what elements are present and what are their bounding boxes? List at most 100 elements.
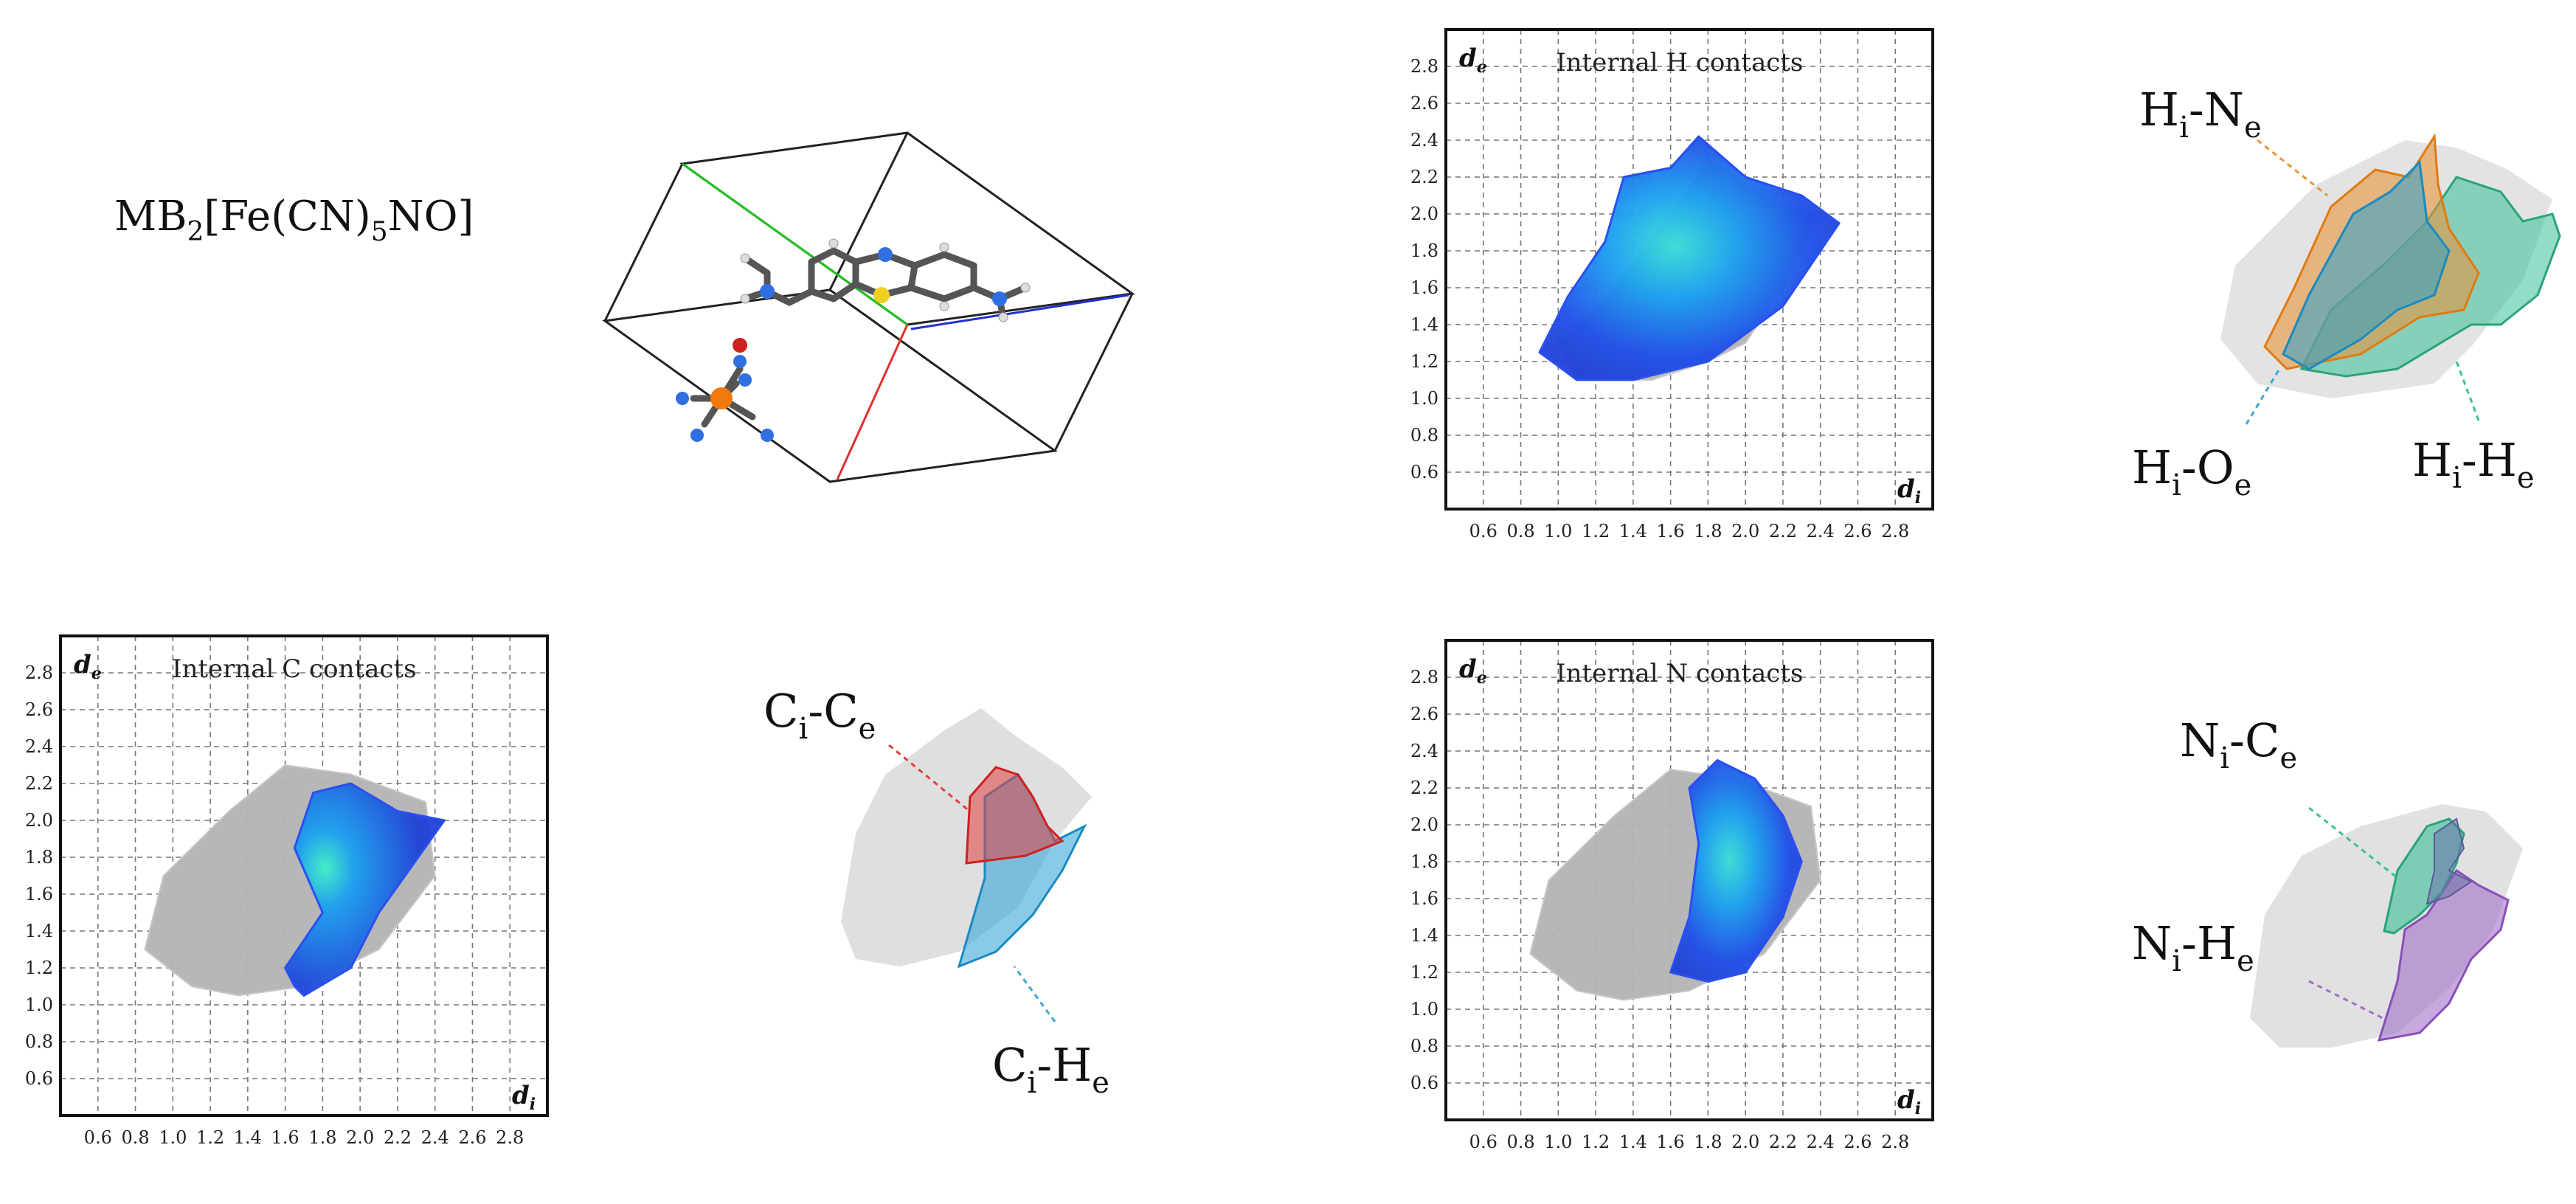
y-tick-label: 0.8 bbox=[25, 1031, 53, 1052]
compound-formula: MB2[Fe(CN)5NO] bbox=[114, 193, 474, 247]
y-tick-label: 2.4 bbox=[1410, 741, 1438, 761]
x-tick-label: 2.0 bbox=[346, 1127, 374, 1148]
plot-frame bbox=[59, 634, 549, 1117]
y-tick-label: 2.8 bbox=[25, 662, 53, 683]
x-tick-label: 0.6 bbox=[1469, 1132, 1498, 1152]
y-tick-label: 0.6 bbox=[25, 1068, 53, 1089]
fingerprint-plot-h: 0.6 0.8 1.0 1.2 1.4 1.6 1.8 2.0 2.2 2.4 2.6 2.8 2.8 2… bbox=[1410, 28, 1934, 542]
y-tick-label: 0.8 bbox=[1410, 425, 1438, 446]
x-tick-label: 1.8 bbox=[1694, 521, 1722, 542]
x-tick-label: 2.4 bbox=[1807, 1132, 1835, 1152]
c-gray-backdrop bbox=[841, 708, 1092, 966]
x-tick-label: 2.4 bbox=[1807, 521, 1835, 542]
y-tick-label: 2.0 bbox=[1410, 204, 1438, 224]
y-tick-label: 1.0 bbox=[1410, 388, 1438, 409]
y-tick-label: 1.8 bbox=[25, 847, 53, 868]
y-tick-label: 2.0 bbox=[25, 810, 53, 831]
y-tick-label: 2.2 bbox=[1410, 167, 1438, 187]
y-tick-label: 1.0 bbox=[25, 994, 53, 1015]
x-tick-label: 1.6 bbox=[1657, 521, 1685, 542]
x-axis-label: di bbox=[1897, 474, 1921, 508]
x-tick-label: 2.0 bbox=[1731, 521, 1759, 542]
x-tick-label: 1.4 bbox=[1619, 521, 1647, 542]
y-tick-label: 0.8 bbox=[1410, 1036, 1438, 1056]
n-he-region bbox=[2377, 868, 2510, 1042]
x-tick-label: 0.8 bbox=[1506, 521, 1534, 542]
x-tick-label: 0.6 bbox=[84, 1127, 112, 1148]
molecule-atoms bbox=[740, 238, 1031, 322]
x-tick-label: 1.4 bbox=[1619, 1132, 1647, 1152]
x-tick-label: 2.8 bbox=[1881, 1132, 1909, 1152]
y-tick-label: 2.8 bbox=[1410, 56, 1438, 77]
plot-frame bbox=[1444, 28, 1934, 511]
y-tick-label: 2.8 bbox=[1410, 667, 1438, 688]
x-tick-label: 2.8 bbox=[496, 1127, 524, 1148]
series-region-internal-C bbox=[284, 782, 446, 997]
y-tick-label: 1.2 bbox=[1410, 351, 1438, 372]
x-tick-label: 2.4 bbox=[421, 1127, 449, 1148]
h-oe-leader bbox=[2245, 368, 2281, 425]
x-tick-label: 2.8 bbox=[1881, 521, 1909, 542]
y-tick-label: 1.8 bbox=[1410, 851, 1438, 872]
axis-a-line bbox=[836, 324, 909, 480]
fingerprint-plot-n: 0.6 0.8 1.0 1.2 1.4 1.6 1.8 2.0 2.2 2.4 2.6 2.8 2.8 2… bbox=[1410, 639, 1934, 1152]
x-tick-label: 2.2 bbox=[1769, 521, 1797, 542]
plot-title: Internal H contacts bbox=[1556, 48, 1803, 77]
x-tick-label: 2.6 bbox=[1843, 1132, 1872, 1152]
x-axis-label: di bbox=[1897, 1085, 1921, 1118]
x-tick-label: 1.2 bbox=[1582, 521, 1610, 542]
label-ci-he: Ci-He bbox=[992, 1038, 1109, 1100]
x-tick-label: 1.4 bbox=[234, 1127, 262, 1148]
plot-title: Internal N contacts bbox=[1556, 659, 1803, 688]
series-region-internal-N bbox=[1669, 759, 1803, 983]
label-ni-he: Ni-He bbox=[2132, 916, 2254, 978]
x-tick-label: 1.0 bbox=[159, 1127, 187, 1148]
axis-b-line bbox=[682, 162, 908, 326]
y-tick-label: 1.4 bbox=[1410, 314, 1438, 335]
x-tick-label: 0.8 bbox=[1506, 1132, 1534, 1152]
label-hi-he: Hi-He bbox=[2412, 433, 2535, 495]
h-he-leader bbox=[2455, 361, 2480, 421]
y-tick-label: 1.6 bbox=[25, 884, 53, 904]
fingerprint-plot-c: 0.6 0.8 1.0 1.2 1.4 1.6 1.8 2.0 2.2 2.4 2.6 2.8 2.8 2… bbox=[25, 634, 549, 1148]
x-tick-label: 1.8 bbox=[1694, 1132, 1722, 1152]
x-axis-label: di bbox=[512, 1081, 536, 1114]
x-tick-label: 2.6 bbox=[458, 1127, 486, 1148]
y-tick-label: 1.0 bbox=[1410, 999, 1438, 1020]
y-axis-label: de bbox=[1459, 654, 1487, 688]
y-tick-label: 1.4 bbox=[1410, 925, 1438, 946]
label-ci-ce: Ci-Ce bbox=[764, 684, 876, 746]
x-tick-label: 0.8 bbox=[121, 1127, 149, 1148]
plot-title: Internal C contacts bbox=[172, 654, 417, 684]
h-decomposition-shapes bbox=[2220, 133, 2561, 425]
c-he-leader bbox=[1013, 966, 1056, 1023]
n-overlap-region bbox=[2426, 817, 2473, 905]
y-tick-label: 1.8 bbox=[1410, 241, 1438, 261]
y-axis-label: de bbox=[74, 650, 102, 683]
x-tick-label: 0.6 bbox=[1469, 521, 1498, 542]
x-tick-label: 1.0 bbox=[1544, 521, 1572, 542]
series-region-internal-H bbox=[1538, 135, 1841, 381]
x-tick-label: 1.6 bbox=[1657, 1132, 1685, 1152]
label-hi-ne: Hi-Ne bbox=[2139, 83, 2262, 145]
c-ce-leader bbox=[888, 744, 971, 813]
unit-cell-structure bbox=[602, 131, 1135, 483]
y-tick-label: 1.2 bbox=[1410, 962, 1438, 983]
x-tick-label: 1.8 bbox=[308, 1127, 336, 1148]
x-tick-label: 1.2 bbox=[196, 1127, 224, 1148]
y-tick-label: 2.2 bbox=[1410, 778, 1438, 798]
label-ni-ce: Ni-Ce bbox=[2180, 713, 2297, 775]
y-tick-label: 2.2 bbox=[25, 773, 53, 794]
c-decomposition-shapes bbox=[841, 708, 1092, 1023]
y-tick-label: 1.2 bbox=[25, 958, 53, 978]
label-hi-oe: Hi-Oe bbox=[2132, 440, 2251, 502]
h-oe-region bbox=[2282, 159, 2451, 370]
y-axis-label: de bbox=[1459, 44, 1487, 77]
x-tick-label: 2.0 bbox=[1731, 1132, 1759, 1152]
y-tick-label: 2.0 bbox=[1410, 814, 1438, 835]
y-tick-label: 2.4 bbox=[25, 736, 53, 757]
c-ce-region bbox=[965, 766, 1064, 865]
x-tick-label: 1.0 bbox=[1544, 1132, 1572, 1152]
nitroprusside-atoms bbox=[676, 338, 774, 442]
